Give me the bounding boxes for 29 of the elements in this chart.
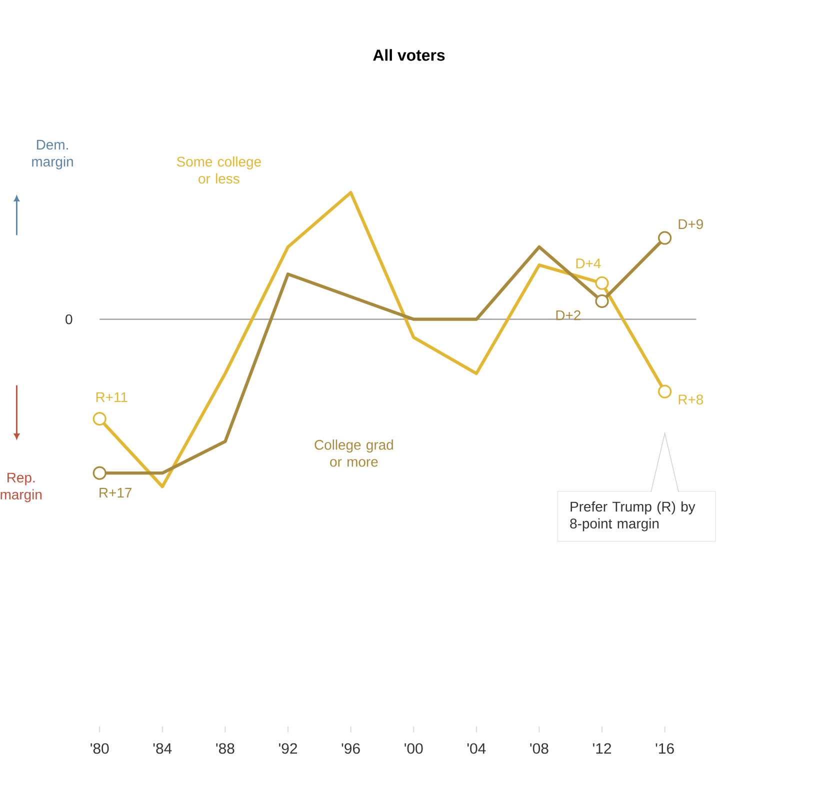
x-tick-label: '16: [656, 743, 674, 754]
x-tick-label: '96: [342, 743, 360, 754]
point: [595, 294, 609, 308]
x-tick-label: '12: [593, 743, 611, 754]
text: Rep. margin: [0, 472, 42, 502]
point: [658, 384, 672, 398]
point: [92, 466, 106, 480]
annotation: D+2: [556, 310, 580, 320]
text: Some college or less: [176, 156, 261, 184]
chart-title: All voters: [373, 49, 445, 61]
annotation: R+11: [96, 392, 128, 402]
annotation: R+17: [100, 488, 132, 498]
text: College grad or more: [314, 440, 393, 467]
text: 0: [66, 314, 72, 324]
x-tick-label: '84: [153, 743, 172, 754]
annotation: D+9: [678, 219, 703, 230]
point: [658, 231, 672, 245]
annotation: R+8: [678, 394, 704, 405]
text: Dem. margin: [32, 140, 73, 170]
x-tick-label: '88: [216, 743, 234, 754]
x-tick-label: '80: [90, 743, 109, 754]
x-tick-label: '92: [279, 743, 297, 754]
x-tick-label: '00: [404, 743, 423, 754]
point: [595, 276, 609, 290]
annotation: D+4: [576, 258, 601, 268]
x-tick-label: '04: [467, 743, 486, 754]
x-tick-label: '08: [530, 743, 548, 754]
text: Prefer Trump (R) by 8-point margin: [570, 501, 696, 532]
point: [92, 412, 106, 426]
